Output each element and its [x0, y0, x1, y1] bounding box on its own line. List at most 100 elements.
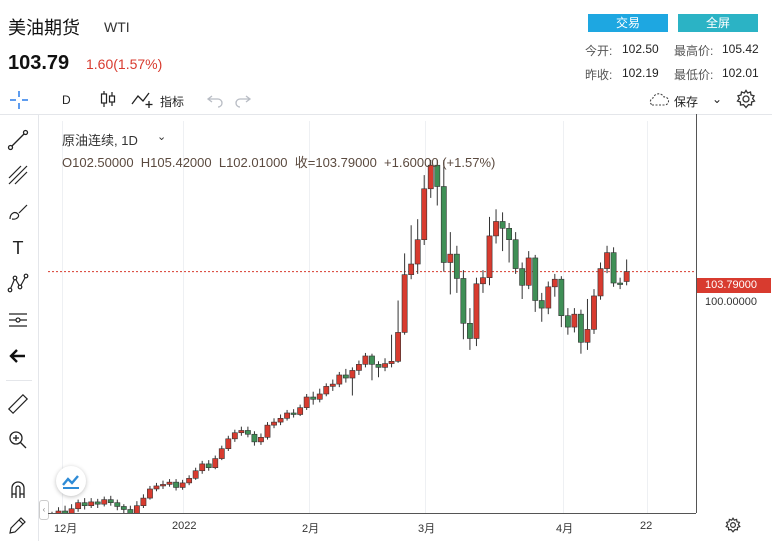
crosshair-icon[interactable]	[8, 89, 30, 111]
fib-tool-icon[interactable]	[6, 163, 30, 187]
candle-body	[336, 374, 343, 385]
candle-body	[480, 277, 486, 285]
candle-body	[382, 363, 388, 368]
candle-body	[75, 502, 82, 510]
collapse-toolbar-button[interactable]: ‹	[39, 500, 49, 520]
time-label: 12月	[54, 523, 78, 535]
indicators-icon[interactable]	[130, 89, 154, 109]
candle-body	[316, 393, 323, 400]
candle-body	[133, 505, 140, 513]
toolbar-divider	[6, 380, 32, 381]
instrument-name: 美油期货	[8, 18, 80, 38]
last-price: 103.79	[8, 52, 70, 74]
candle-body	[532, 257, 539, 301]
magnet-icon[interactable]	[6, 478, 30, 502]
candle-body	[493, 221, 499, 237]
time-label: 3月	[418, 523, 436, 535]
interval-button[interactable]: D	[62, 93, 71, 107]
instrument-code: WTI	[104, 19, 130, 35]
undo-icon[interactable]	[206, 90, 224, 108]
candle-body	[186, 478, 193, 484]
candle-body	[62, 510, 68, 513]
candlestick-type-icon[interactable]	[98, 89, 118, 109]
prev-close-value: 102.19	[622, 66, 659, 80]
candle-body	[571, 313, 578, 328]
open-label: 今开:	[585, 44, 613, 58]
candle-body	[617, 282, 624, 285]
candle-body	[467, 322, 473, 339]
candle-body	[205, 463, 212, 468]
symbol-legend[interactable]: 原油连续, 1D	[62, 133, 138, 148]
candle-body	[604, 252, 610, 269]
candle-body	[473, 283, 480, 339]
price-axis[interactable]	[696, 114, 772, 513]
pattern-tool-icon[interactable]	[6, 271, 30, 295]
indicators-button[interactable]: 指标	[160, 95, 185, 109]
candle-body	[258, 436, 264, 443]
price-change: 1.60(1.57%)	[86, 56, 163, 72]
candle-body	[245, 430, 251, 435]
chevron-down-icon[interactable]: ⌄	[712, 92, 723, 106]
tradingview-logo-icon[interactable]	[56, 466, 86, 496]
text-tool-icon[interactable]: T	[12, 237, 24, 258]
candle-body	[597, 268, 604, 297]
candle-body	[584, 329, 591, 343]
candle-body	[81, 502, 88, 507]
time-axis[interactable]	[48, 513, 696, 542]
candle-body	[173, 481, 179, 488]
legend-chevron-icon[interactable]: ⌄	[157, 131, 167, 143]
candle-body	[362, 355, 369, 365]
candle-body	[610, 252, 617, 284]
measure-range-icon[interactable]	[6, 308, 30, 332]
open-value: 102.50	[622, 42, 659, 56]
cloud-icon[interactable]	[646, 91, 670, 107]
settings-gear-icon[interactable]	[736, 89, 756, 109]
time-label: 2022	[172, 520, 197, 532]
candle-body	[140, 497, 147, 507]
price-level-label: 100.00000	[705, 296, 757, 308]
candle-body	[179, 482, 186, 488]
save-button[interactable]: 保存	[674, 95, 699, 109]
candle-body	[284, 412, 290, 419]
fullscreen-button[interactable]: 全屏	[678, 14, 758, 32]
back-arrow-icon[interactable]	[6, 344, 30, 368]
candle-body	[447, 253, 454, 263]
candle-body	[408, 263, 415, 275]
candle-body	[310, 396, 317, 400]
high-label: 最高价:	[674, 44, 714, 58]
candle-body	[342, 374, 349, 379]
candle-body	[88, 501, 95, 506]
trend-line-icon[interactable]	[6, 128, 30, 152]
candle-body	[369, 355, 375, 365]
candle-body	[578, 313, 584, 343]
candle-body	[349, 370, 356, 379]
candle-body	[401, 274, 408, 333]
candle-body	[453, 253, 460, 279]
trade-button[interactable]: 交易	[588, 14, 668, 32]
candle-body	[395, 332, 401, 362]
zoom-in-icon[interactable]	[6, 428, 30, 452]
time-label: 4月	[556, 523, 574, 535]
candle-body	[486, 235, 493, 278]
candle-body	[297, 407, 304, 415]
chart-toolbar	[0, 86, 772, 115]
candle-body	[264, 424, 271, 438]
candle-body	[506, 228, 512, 241]
candle-body	[388, 360, 395, 364]
candle-body	[238, 430, 245, 434]
candle-body	[558, 278, 565, 317]
pencil-lock-icon[interactable]	[6, 513, 30, 537]
ruler-icon[interactable]	[6, 392, 30, 416]
prev-close-label: 昨收:	[585, 68, 613, 82]
candle-body	[303, 396, 310, 408]
candle-body	[231, 432, 238, 440]
candle-body	[107, 499, 114, 503]
candle-body	[460, 278, 467, 324]
candle-body	[525, 257, 532, 286]
last-price-tag: 103.79000	[697, 278, 771, 293]
redo-icon[interactable]	[234, 90, 252, 108]
axis-settings-gear-icon[interactable]	[725, 517, 741, 533]
candle-body	[166, 481, 173, 485]
candle-body	[440, 186, 447, 263]
brush-icon[interactable]	[6, 200, 30, 224]
